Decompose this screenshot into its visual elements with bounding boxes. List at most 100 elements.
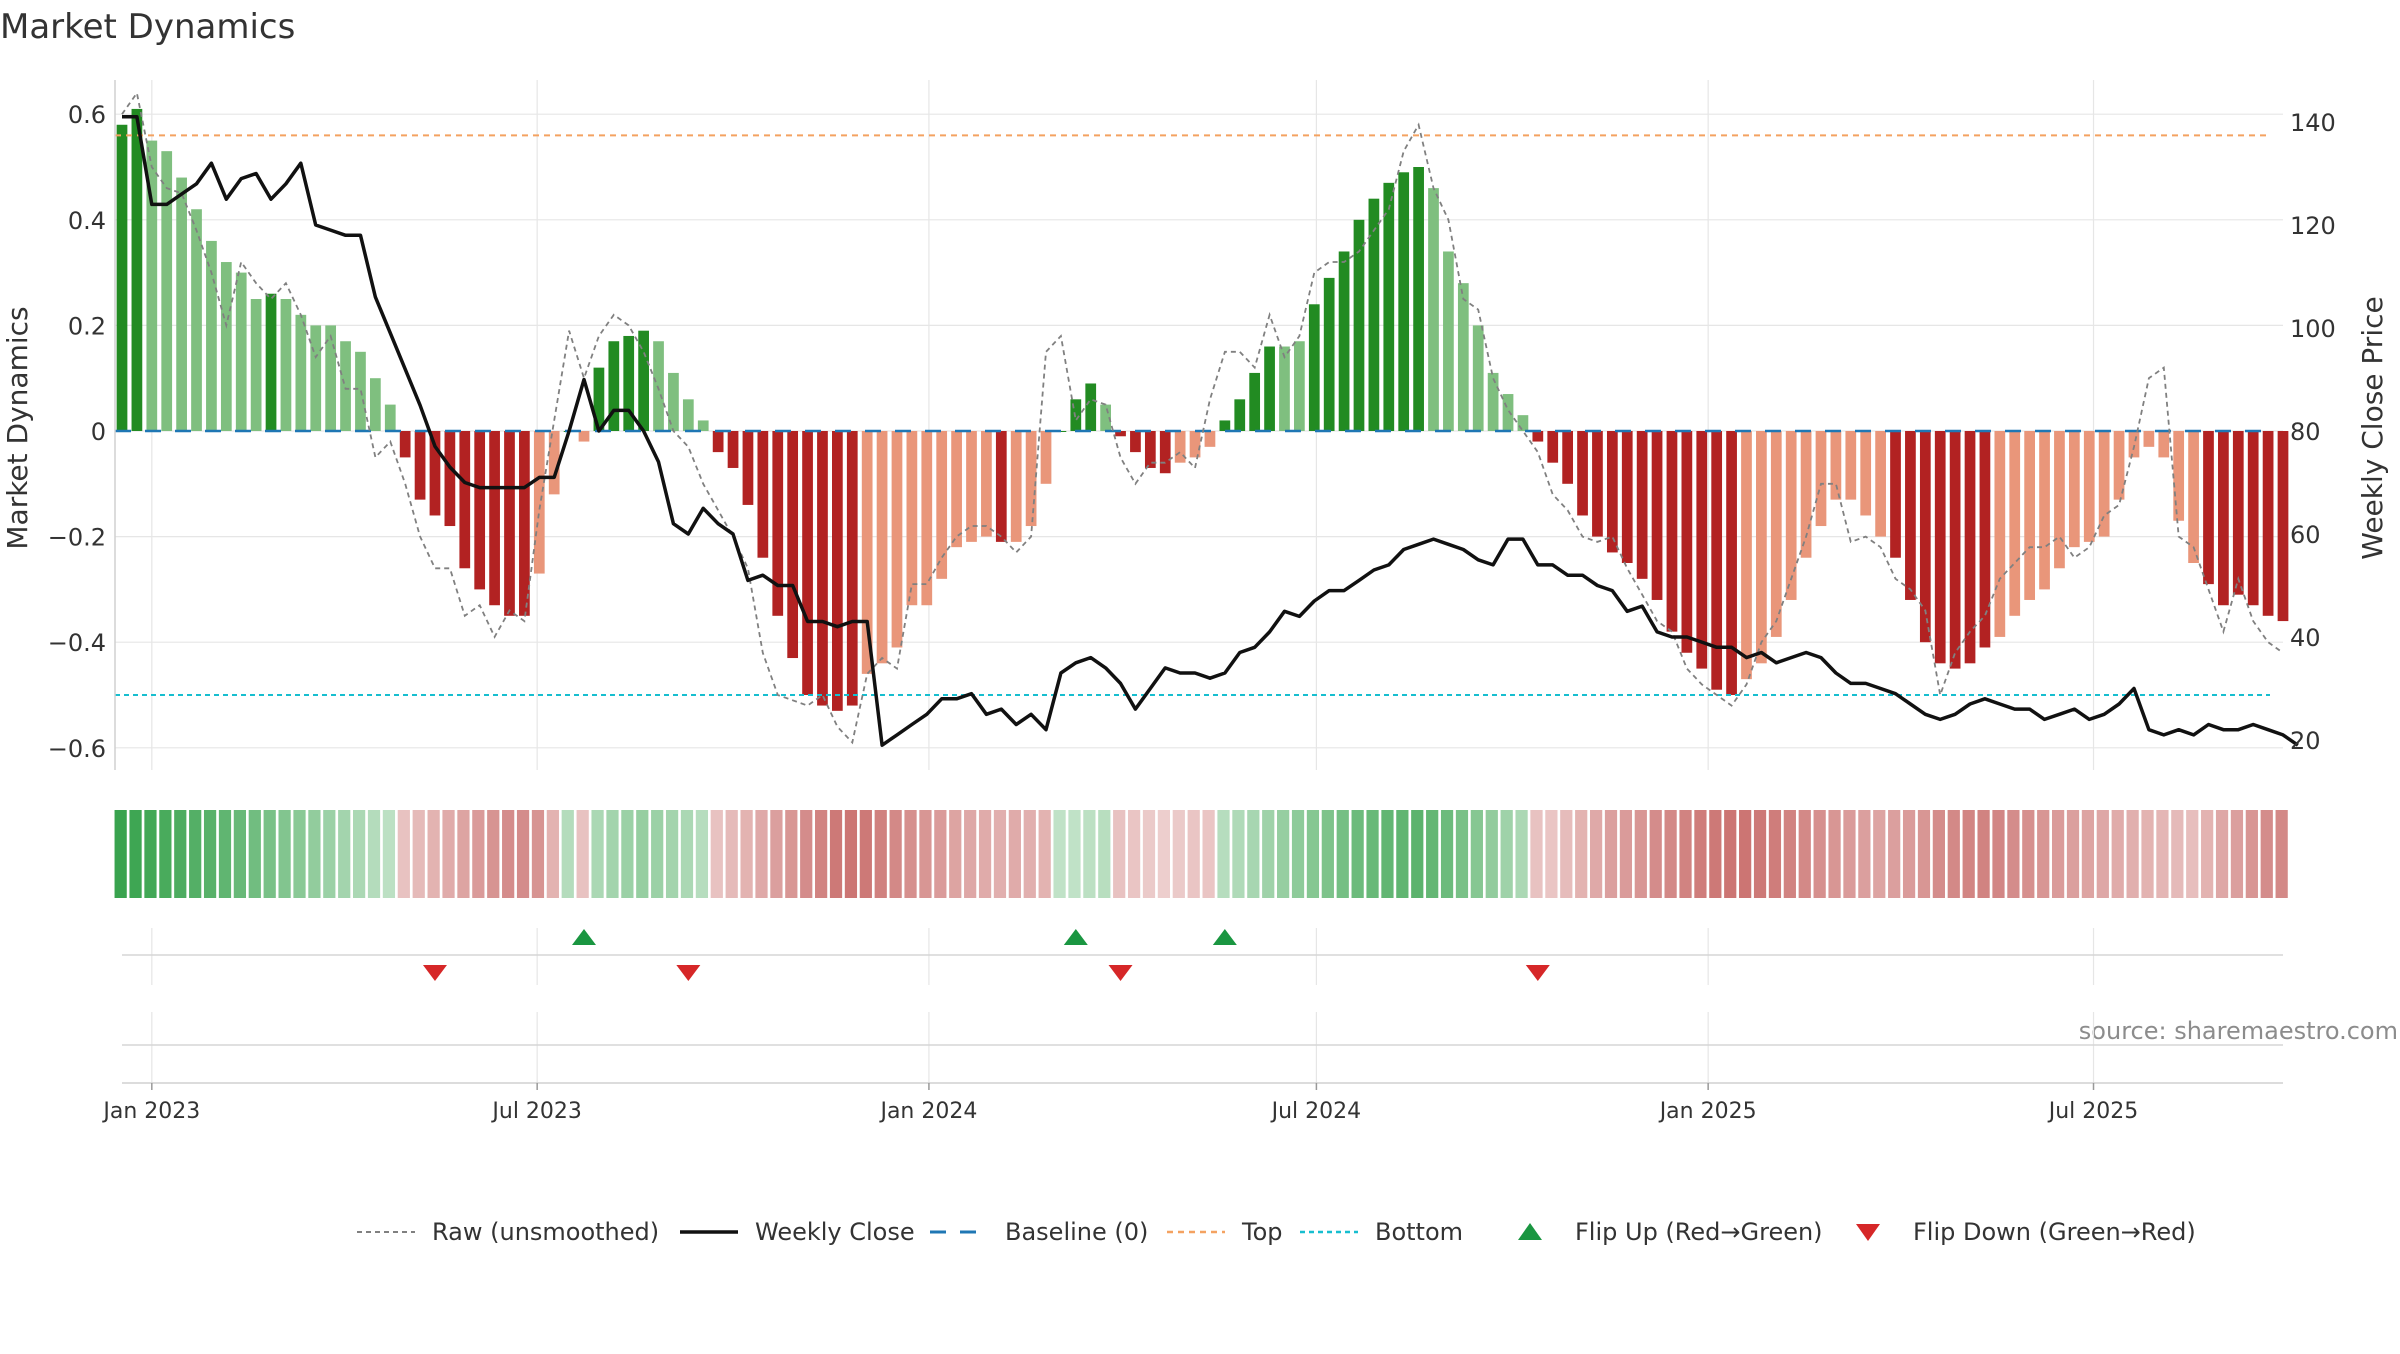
regime-strip-cell (1038, 810, 1051, 898)
momentum-bar (1040, 431, 1052, 484)
regime-strip-cell (1083, 810, 1096, 898)
momentum-bar (921, 431, 933, 606)
momentum-bar (2009, 431, 2021, 616)
momentum-bar (1443, 251, 1454, 431)
momentum-bar (489, 431, 500, 606)
regime-strip-cell (2126, 810, 2139, 898)
legend-swatch-flip-up (1518, 1223, 1542, 1240)
regime-strip-cell (129, 810, 142, 898)
regime-strip-cell (1455, 810, 1469, 898)
regime-strip-cell (1888, 810, 1901, 898)
momentum-bar (966, 431, 977, 542)
momentum-bar (1130, 431, 1141, 453)
momentum-bar (1994, 431, 2006, 637)
momentum-bar (1413, 167, 1424, 431)
regime-strip-cell (144, 810, 157, 898)
x-tick-label: Jan 2025 (1658, 1099, 1757, 1124)
regime-strip (114, 810, 2288, 898)
regime-strip-cell (904, 810, 917, 898)
momentum-bar (1770, 431, 1782, 637)
momentum-bar (533, 431, 545, 574)
momentum-bar (2128, 431, 2140, 458)
momentum-bar (2024, 431, 2036, 600)
momentum-bar (1010, 431, 1022, 542)
regime-strip-cell (1962, 810, 1975, 898)
momentum-bar (206, 240, 217, 431)
regime-strip-cell (1932, 810, 1945, 898)
regime-strip-cell (755, 810, 768, 898)
momentum-bar (668, 372, 679, 431)
flip-up-marker (1212, 929, 1237, 945)
regime-strip-cell (964, 810, 977, 898)
regime-strip-cell (770, 810, 783, 898)
y-tick-label: −0.6 (48, 735, 106, 763)
regime-strip-cell (1589, 810, 1603, 898)
regime-strip-cell (1381, 810, 1394, 898)
regime-strip-cell (1470, 810, 1483, 898)
regime-strip-cell (1008, 810, 1021, 898)
regime-strip-cell (1247, 810, 1260, 898)
flip-down-marker (1108, 965, 1133, 981)
momentum-bar (1368, 198, 1380, 431)
regime-strip-cell (1396, 810, 1409, 898)
momentum-bar (1711, 431, 1723, 690)
regime-strip-cell (606, 810, 619, 898)
momentum-bar (2068, 431, 2080, 548)
regime-strip-cell (382, 810, 396, 898)
momentum-bar (1234, 399, 1246, 431)
momentum-bar (906, 431, 918, 606)
regime-strip-cell (1113, 810, 1126, 898)
legend-label: Weekly Close (755, 1218, 915, 1246)
momentum-bar (295, 314, 307, 431)
regime-strip-cell (1604, 810, 1618, 898)
regime-strip-cell (487, 810, 500, 898)
momentum-bar (727, 431, 739, 468)
regime-strip-cell (1694, 810, 1707, 898)
momentum-bar (265, 293, 277, 431)
momentum-bar (310, 325, 322, 431)
momentum-bar (1890, 431, 1901, 558)
regime-strip-cell (1515, 810, 1528, 898)
regime-strip-cell (651, 810, 664, 898)
momentum-bar (861, 431, 873, 674)
momentum-bar (1487, 372, 1499, 431)
momentum-bar (146, 140, 158, 431)
momentum-bar (1338, 251, 1350, 431)
regime-strip-cell (1426, 810, 1439, 898)
regime-strip-cell (1291, 810, 1305, 898)
momentum-bar (742, 431, 754, 505)
regime-strip-cell (189, 810, 202, 898)
regime-strip-cell (1724, 810, 1737, 898)
momentum-bar (1219, 420, 1231, 431)
legend-item-top: Top (1167, 1218, 1283, 1246)
momentum-bar (712, 431, 724, 453)
regime-strip-cell (919, 810, 932, 898)
momentum-bar (1204, 431, 1216, 447)
regime-strip-cell (218, 810, 232, 898)
momentum-bar (1785, 431, 1797, 600)
momentum-bar (2218, 431, 2229, 606)
regime-strip-cell (2037, 810, 2050, 898)
momentum-bar (2247, 431, 2259, 606)
momentum-bar (1517, 415, 1529, 431)
regime-strip-cell (2066, 810, 2080, 898)
regime-strip-cell (829, 810, 843, 898)
legend-label: Raw (unsmoothed) (432, 1218, 659, 1246)
regime-strip-cell (1232, 810, 1245, 898)
regime-strip-cell (576, 810, 589, 898)
chart-title: Market Dynamics (0, 7, 295, 47)
momentum-bar (1666, 431, 1678, 632)
y2-tick-label: 140 (2290, 109, 2336, 137)
regime-strip-cell (1619, 810, 1633, 898)
flip-up-marker (1063, 929, 1088, 945)
regime-strip-cell (353, 810, 366, 898)
regime-strip-cell (1768, 810, 1782, 898)
regime-strip-cell (457, 810, 470, 898)
momentum-bar (1606, 431, 1618, 553)
regime-strip-cell (1917, 810, 1931, 898)
momentum-bar (2262, 431, 2274, 616)
regime-strip-cell (695, 810, 709, 898)
y2-tick-label: 60 (2290, 521, 2321, 549)
momentum-bar (504, 431, 515, 616)
